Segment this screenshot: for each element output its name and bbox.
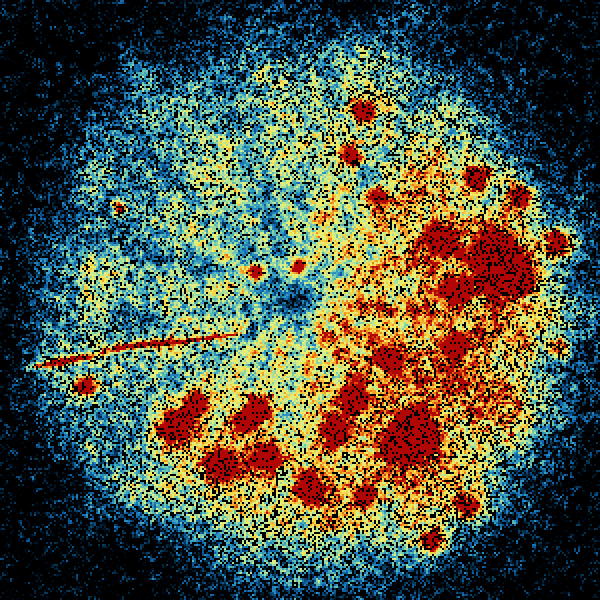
intensity-heatmap-canvas: [0, 0, 600, 600]
intensity-map-viewport: [0, 0, 600, 600]
